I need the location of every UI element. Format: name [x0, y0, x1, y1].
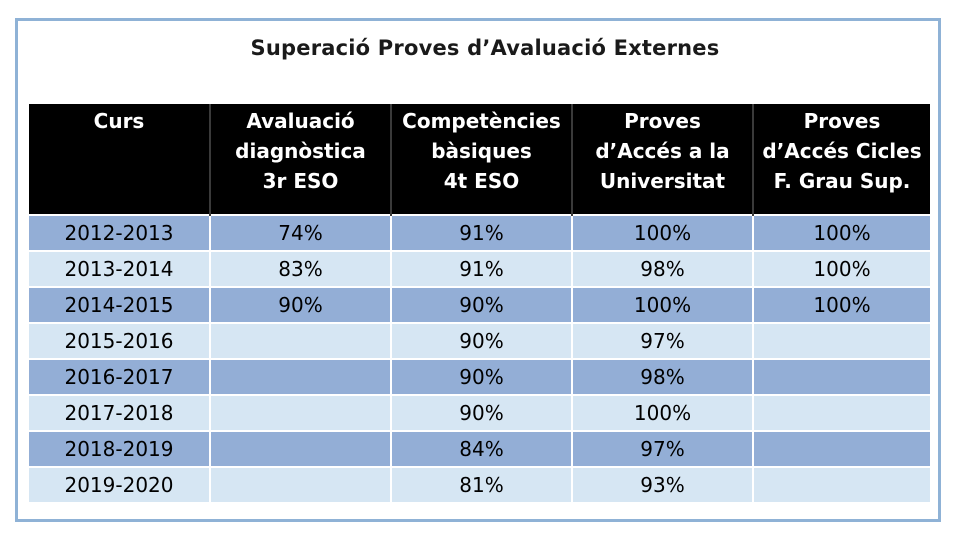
table-cell [209, 430, 391, 467]
table-cell [752, 322, 930, 359]
table-cell-curs: 2015-2016 [29, 322, 210, 359]
column-header-proves-universitat: Proves d’Accés a la Universitat [571, 104, 753, 215]
table-cell: 90% [390, 322, 572, 359]
table-cell: 90% [209, 286, 391, 323]
table-row: 2017-2018 90% 100% [29, 394, 930, 431]
table-cell: 74% [209, 214, 391, 251]
table-row: 2014-2015 90% 90% 100% 100% [29, 286, 930, 323]
table-cell [752, 358, 930, 395]
table-cell: 97% [571, 322, 753, 359]
table-cell: 100% [752, 250, 930, 287]
table-cell-curs: 2012-2013 [29, 214, 210, 251]
table-cell [752, 430, 930, 467]
table-row: 2015-2016 90% 97% [29, 322, 930, 359]
page-title: Superació Proves d’Avaluació Externes [250, 36, 720, 60]
table-cell: 98% [571, 358, 753, 395]
table-row: 2019-2020 81% 93% [29, 466, 930, 502]
table-cell: 100% [571, 214, 753, 251]
table-cell [209, 394, 391, 431]
column-header-competencies-basiques: Competències bàsiques 4t ESO [390, 104, 572, 215]
table-cell: 91% [390, 250, 572, 287]
column-header-proves-cicles: Proves d’Accés Cicles F. Grau Sup. [752, 104, 930, 215]
table-cell: 97% [571, 430, 753, 467]
table-cell: 93% [571, 466, 753, 502]
table-cell [209, 358, 391, 395]
table-cell [209, 322, 391, 359]
table-cell [752, 394, 930, 431]
table-row: 2013-2014 83% 91% 98% 100% [29, 250, 930, 287]
table-row: 2012-2013 74% 91% 100% 100% [29, 214, 930, 251]
table-cell: 100% [571, 286, 753, 323]
column-header-curs: Curs [29, 104, 210, 215]
table-cell-curs: 2016-2017 [29, 358, 210, 395]
table-cell-curs: 2014-2015 [29, 286, 210, 323]
table-cell [752, 466, 930, 502]
table-cell [209, 466, 391, 502]
table-row: 2018-2019 84% 97% [29, 430, 930, 467]
table-cell-curs: 2017-2018 [29, 394, 210, 431]
table-header-row: Curs Avaluació diagnòstica 3r ESO Compet… [29, 104, 930, 215]
table-cell: 83% [209, 250, 391, 287]
table-cell: 100% [571, 394, 753, 431]
table-cell: 100% [752, 286, 930, 323]
table-cell-curs: 2019-2020 [29, 466, 210, 502]
table-cell: 90% [390, 286, 572, 323]
table-cell: 98% [571, 250, 753, 287]
results-table: Curs Avaluació diagnòstica 3r ESO Compet… [29, 104, 930, 502]
table-cell: 91% [390, 214, 572, 251]
column-header-avaluacio-diagnostica: Avaluació diagnòstica 3r ESO [209, 104, 391, 215]
table-row: 2016-2017 90% 98% [29, 358, 930, 395]
table-cell-curs: 2013-2014 [29, 250, 210, 287]
table-cell: 81% [390, 466, 572, 502]
table-cell: 90% [390, 394, 572, 431]
table-cell: 100% [752, 214, 930, 251]
table-cell-curs: 2018-2019 [29, 430, 210, 467]
table-cell: 84% [390, 430, 572, 467]
table-cell: 90% [390, 358, 572, 395]
